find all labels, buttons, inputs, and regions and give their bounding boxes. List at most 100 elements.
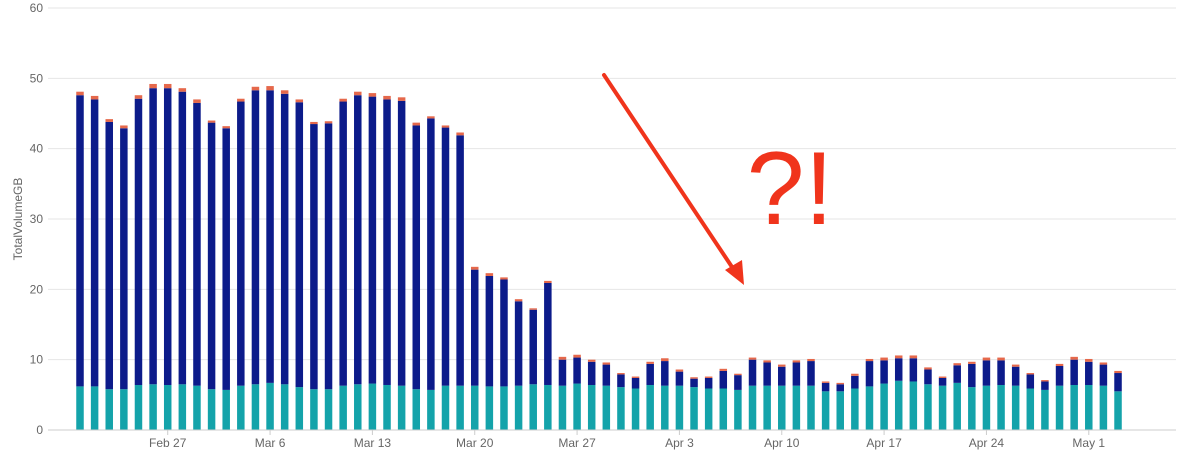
bar-segment <box>266 90 274 383</box>
bar-segment <box>1099 362 1108 365</box>
bar-segment <box>500 279 508 387</box>
annotation-arrow-head <box>725 260 744 285</box>
bar-segment <box>354 95 362 385</box>
bar-segment <box>748 359 757 386</box>
bar-segment <box>514 385 523 430</box>
axes: 0 10 20 30 40 50 60 Feb 27 Mar 6 Mar 13 Mar 20 Mar … <box>30 1 1176 450</box>
bar-segment <box>1070 384 1078 430</box>
bar-segment <box>90 95 99 100</box>
bar-segment <box>383 95 391 100</box>
bar-segment <box>763 362 771 386</box>
bar-segment <box>76 386 84 430</box>
annotation-layer: ?! <box>602 73 833 285</box>
bar-segment <box>1041 389 1049 430</box>
bar-segment <box>1011 366 1020 386</box>
bar-segment <box>485 275 494 387</box>
bar-segment <box>719 388 728 430</box>
bar-segment <box>163 83 172 89</box>
bar-segment <box>953 365 961 383</box>
bar-segment <box>134 384 143 430</box>
bar-segment <box>90 99 99 387</box>
bar-segment <box>602 385 611 430</box>
bar-segment <box>646 361 654 364</box>
bar-segment <box>514 301 523 386</box>
bar-segment <box>690 377 698 379</box>
bar-segment <box>470 269 479 386</box>
bar-segment <box>280 384 289 430</box>
bar-segment <box>836 391 844 430</box>
y-tick-label: 10 <box>30 353 44 367</box>
bar-segment <box>880 357 888 361</box>
bar-segment <box>251 384 260 430</box>
bar-segment <box>456 132 464 136</box>
bar-segment <box>748 357 757 360</box>
annotation-arrow <box>602 73 736 272</box>
bar-segment <box>865 361 874 387</box>
bar-segment <box>704 388 713 430</box>
bar-segment <box>646 363 654 385</box>
bar-segment <box>909 355 918 359</box>
bar-segment <box>1085 361 1093 385</box>
bar-segment <box>354 384 362 430</box>
bar-segment <box>368 96 377 384</box>
bar-segment <box>1041 381 1049 390</box>
bar-segment <box>997 360 1005 385</box>
bar-segment <box>1070 356 1078 360</box>
bar-segment <box>778 366 786 386</box>
x-tick-label: Mar 27 <box>558 436 596 450</box>
bar-segment <box>120 128 128 390</box>
bar-segment <box>105 119 113 122</box>
bar-segment <box>207 122 216 390</box>
bar-segment <box>865 386 874 430</box>
bar-segment <box>792 362 801 386</box>
bar-segment <box>982 357 991 361</box>
bar-segment <box>149 88 157 385</box>
bar-segment <box>778 385 786 430</box>
bar-segment <box>602 364 611 386</box>
bar-segment <box>587 384 596 430</box>
bar-segment <box>690 387 698 430</box>
bar-segment <box>661 385 669 430</box>
x-tick-label: Apr 24 <box>969 436 1005 450</box>
bar-segment <box>237 385 245 430</box>
x-tick-label: Apr 3 <box>665 436 694 450</box>
bar-segment <box>968 387 976 430</box>
bar-segment <box>646 384 654 430</box>
bar-segment <box>544 280 552 283</box>
bar-segment <box>734 373 742 376</box>
bar-segment <box>778 364 786 367</box>
bar-segment <box>514 299 523 302</box>
bar-segment <box>324 389 333 430</box>
bar-segment <box>1070 359 1078 385</box>
bar-segment <box>251 90 260 385</box>
bar-segment <box>412 389 421 430</box>
y-tick-label: 20 <box>30 282 44 296</box>
bar-segment <box>997 384 1005 430</box>
bar-segment <box>412 122 421 126</box>
bar-segment <box>368 383 377 430</box>
bar-segment <box>529 309 537 385</box>
bar-segment <box>354 91 362 96</box>
bar-segment <box>631 388 640 430</box>
bar-segment <box>544 283 552 385</box>
x-tick-label: Mar 6 <box>255 436 286 450</box>
bar-segment <box>105 389 113 430</box>
bar-segment <box>207 120 216 123</box>
bar-segment <box>324 123 333 390</box>
bar-segment <box>193 99 201 103</box>
bar-segment <box>734 375 742 390</box>
bar-segment <box>748 385 757 430</box>
bar-segment <box>573 357 581 384</box>
bar-segment <box>412 125 421 390</box>
bar-segment <box>427 118 435 390</box>
bar-segment <box>1055 366 1064 386</box>
bar-segment <box>763 385 771 430</box>
bar-segment <box>251 86 260 91</box>
bar-segment <box>383 384 391 430</box>
bar-segment <box>163 88 172 385</box>
bar-segment <box>909 381 918 430</box>
bar-segment <box>573 354 581 358</box>
bar-segment <box>222 126 230 129</box>
bar-segment <box>851 373 859 376</box>
